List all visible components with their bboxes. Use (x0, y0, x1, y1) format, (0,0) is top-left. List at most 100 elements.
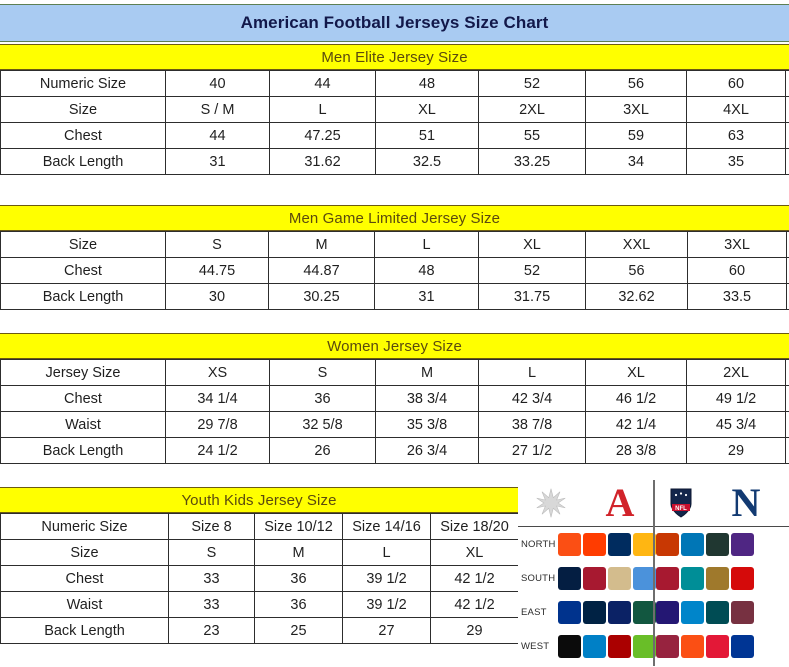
team-logo-icon (558, 566, 581, 590)
nfl-division-rows: NORTH SOUTH EAST WEST (518, 480, 789, 666)
table-cell: XL (585, 359, 687, 386)
nfc-team-logos (655, 600, 789, 624)
section-title-band-youth-kids: Youth Kids Jersey Size (0, 487, 518, 513)
table-cell-empty (785, 411, 789, 438)
row-label: Chest (0, 122, 166, 149)
team-logo-icon (706, 532, 729, 556)
section-title-band-men-game-limited: Men Game Limited Jersey Size (0, 205, 789, 231)
table-cell: 56 (585, 257, 688, 284)
table-cell-empty (785, 359, 789, 386)
team-logo-icon (731, 566, 754, 590)
table-cell: 42 1/2 (430, 591, 519, 618)
svg-text:NFL: NFL (675, 506, 687, 512)
size-table-women: Jersey Size XS S M L XL 2XL Chest 34 1/4 36 38 3/4… (0, 359, 789, 464)
table-cell: 52 (478, 70, 586, 97)
table-cell: 47.25 (269, 122, 376, 149)
table-cell: 52 (478, 257, 586, 284)
table-cell: 28 3/8 (585, 437, 687, 464)
size-table-men-game-limited: SizeSMLXLXXL3XL4XLChest44.7544.874852566… (0, 231, 789, 310)
team-logo-icon (558, 634, 581, 658)
section-title: Men Game Limited Jersey Size (288, 209, 501, 227)
team-logo-icon (608, 634, 631, 658)
team-logo-icon (681, 600, 704, 624)
table-cell: 39 1/2 (342, 565, 431, 592)
table-cell: 49 1/2 (686, 385, 786, 412)
team-logo-icon (656, 532, 679, 556)
section-youth-kids: Youth Kids Jersey Size Numeric Size Size 8… (0, 487, 519, 644)
table-row: Chest 33 36 39 1/2 42 1/2 (0, 565, 519, 592)
row-label: Back Length (0, 617, 169, 644)
team-logo-icon (608, 532, 631, 556)
table-cell: 34 (585, 148, 687, 175)
table-row: Numeric Size Size 8 Size 10/12 Size 14/16 Si… (0, 513, 519, 540)
nfc-team-logos (655, 566, 789, 590)
chart-title-band: American Football Jerseys Size Chart (0, 4, 789, 42)
table-cell: XS (165, 359, 270, 386)
division-label: SOUTH (521, 572, 556, 584)
table-cell: M (375, 359, 479, 386)
team-logo-icon (681, 532, 704, 556)
table-cell: S (165, 231, 269, 258)
division-label: NORTH (521, 538, 556, 550)
table-cell: 27 1/2 (478, 437, 586, 464)
table-cell: L (478, 359, 586, 386)
table-cell: 38 3/4 (375, 385, 479, 412)
afc-team-logos (557, 634, 656, 658)
nfc-team-logos (655, 634, 789, 658)
row-label: Size (0, 96, 166, 123)
table-row: Size S M L XL (0, 539, 519, 566)
team-logo-icon (583, 566, 606, 590)
nfc-team-logos (655, 532, 789, 556)
table-cell: 60 (686, 70, 786, 97)
table-cell: XL (375, 96, 479, 123)
table-cell: 38 7/8 (478, 411, 586, 438)
team-logo-icon (583, 634, 606, 658)
table-cell: XXL (585, 231, 688, 258)
table-row: Chest 34 1/4 36 38 3/4 42 3/4 46 1/2 49 1/2 (0, 385, 789, 412)
table-cell: L (269, 96, 376, 123)
table-cell: S (269, 359, 376, 386)
table-cell: 35 3/8 (375, 411, 479, 438)
row-label: Size (0, 231, 166, 258)
table-cell-empty (785, 122, 789, 149)
table-cell: 25 (254, 617, 343, 644)
team-logo-icon (656, 600, 679, 624)
table-cell: 34 1/4 (165, 385, 270, 412)
row-label: Numeric Size (0, 70, 166, 97)
afc-team-logos (557, 566, 656, 590)
table-cell: 44 (269, 70, 376, 97)
table-cell: Size 14/16 (342, 513, 431, 540)
section-men-elite: Men Elite Jersey Size Numeric Size 40 44 48 5… (0, 44, 789, 175)
team-logo-icon (633, 634, 656, 658)
table-row: SizeSMLXLXXL3XL4XL (0, 231, 789, 258)
table-row: Size S / M L XL 2XL 3XL 4XL (0, 96, 789, 123)
team-logo-icon (608, 566, 631, 590)
team-logo-icon (706, 600, 729, 624)
table-cell: 31 (165, 148, 270, 175)
page-title: American Football Jerseys Size Chart (240, 13, 549, 32)
size-table-youth-kids: Numeric Size Size 8 Size 10/12 Size 14/16 Si… (0, 513, 519, 644)
afc-letter: A (605, 480, 635, 525)
table-cell-empty (785, 437, 789, 464)
row-label: Back Length (0, 283, 166, 310)
table-cell: XL (430, 539, 519, 566)
team-logo-icon (583, 532, 606, 556)
nfc-letter: N (731, 480, 761, 525)
table-cell: 29 (686, 437, 786, 464)
row-label: Chest (0, 257, 166, 284)
table-cell: 33.25 (478, 148, 586, 175)
table-cell: 44.75 (165, 257, 269, 284)
section-title-band-women: Women Jersey Size (0, 333, 789, 359)
row-label: Back Length (0, 437, 166, 464)
section-title: Youth Kids Jersey Size (181, 491, 337, 509)
table-cell: 51 (375, 122, 479, 149)
starburst-icon (518, 480, 584, 526)
table-cell: 60 (687, 257, 787, 284)
table-cell-empty (785, 385, 789, 412)
table-cell: 30 (165, 283, 269, 310)
table-cell: 29 7/8 (165, 411, 270, 438)
table-cell: 32.5 (375, 148, 479, 175)
table-cell: 36 (254, 565, 343, 592)
table-cell: S / M (165, 96, 270, 123)
